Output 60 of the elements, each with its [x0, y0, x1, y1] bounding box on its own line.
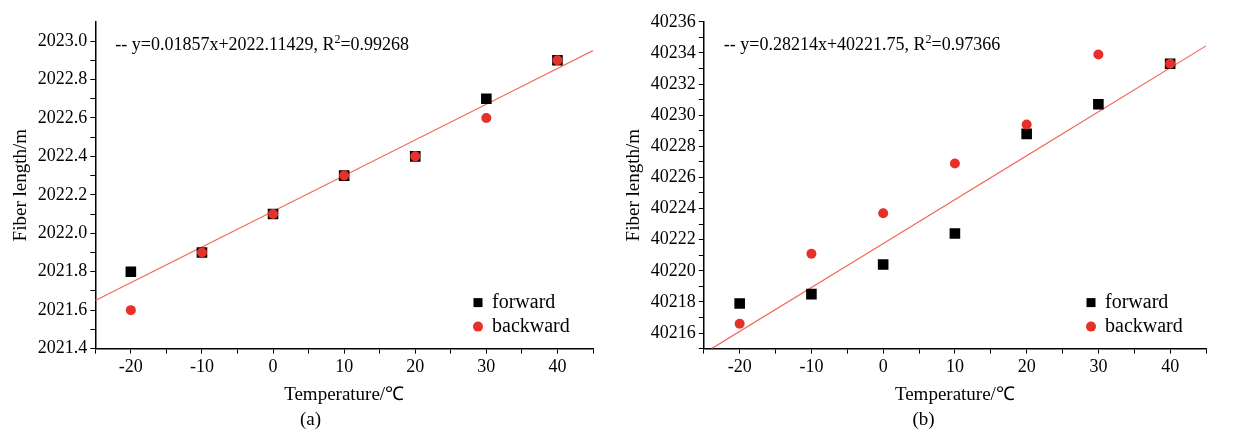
y-tick-label: 2022.4 — [37, 145, 88, 166]
x-axis-title: Temperature/℃ — [894, 382, 1015, 404]
x-tick-label: 30 — [477, 356, 496, 377]
text: (b) — [912, 408, 935, 430]
y-tick-label: 40216 — [650, 321, 696, 342]
point — [125, 266, 137, 278]
y-tick-label: 2021.8 — [37, 260, 88, 281]
x-tick-label: 40 — [548, 356, 567, 377]
x-tick-label: 0 — [268, 356, 278, 377]
point — [734, 318, 745, 329]
point — [1093, 98, 1104, 110]
point — [125, 305, 136, 316]
y-tick-label: 40236 — [650, 10, 696, 31]
x-tick-label: -10 — [799, 356, 824, 377]
point — [1021, 128, 1032, 140]
x-tick-label: 10 — [335, 356, 354, 377]
legend-label: backward — [492, 313, 570, 336]
point — [949, 228, 961, 239]
y-tick-label: 2022.0 — [37, 221, 88, 242]
x-tick-label: 20 — [406, 356, 425, 377]
y-tick-label: 2022.8 — [37, 68, 88, 89]
point — [949, 158, 960, 169]
y-tick-label: 2021.4 — [37, 337, 88, 358]
point — [806, 288, 817, 300]
y-tick-label: 40230 — [650, 103, 696, 124]
x-tick-label: -10 — [189, 356, 214, 377]
x-tick-label: 40 — [1161, 356, 1180, 377]
y-tick-label: 40222 — [650, 228, 696, 249]
y-tick-label: 40224 — [650, 197, 696, 218]
text: (a) — [299, 408, 322, 430]
y-tick-label: 2021.6 — [37, 298, 88, 319]
x-tick-label: -20 — [727, 356, 752, 377]
point — [481, 93, 492, 104]
x-tick-label: 0 — [878, 356, 888, 377]
legend-label: backward — [1105, 313, 1183, 336]
x-tick-label: 30 — [1089, 356, 1108, 377]
y-axis-title: Fiber length/m — [622, 128, 644, 242]
point — [1021, 119, 1032, 130]
legend-label: forward — [492, 289, 556, 312]
point — [734, 298, 745, 309]
point — [878, 208, 889, 219]
point — [877, 259, 889, 270]
y-tick-label: 2022.6 — [37, 106, 88, 127]
y-tick-label: 40228 — [650, 135, 696, 156]
legend-label: forward — [1105, 289, 1169, 312]
point — [481, 112, 492, 123]
y-tick-label: 40218 — [650, 290, 696, 311]
y-tick-label: 2023.0 — [37, 29, 88, 50]
point — [806, 248, 817, 259]
y-tick-label: 2022.2 — [37, 183, 88, 204]
x-axis-title: Temperature/℃ — [284, 382, 405, 404]
y-tick-label: 40220 — [650, 259, 696, 280]
y-tick-label: 40234 — [650, 41, 696, 62]
y-axis-title: Fiber length/m — [9, 128, 31, 242]
x-tick-label: 20 — [1017, 356, 1036, 377]
y-tick-label: 40232 — [650, 72, 696, 93]
x-tick-label: 10 — [945, 356, 964, 377]
point — [1093, 49, 1104, 60]
x-tick-label: -20 — [118, 356, 143, 377]
y-tick-label: 40226 — [650, 166, 696, 187]
